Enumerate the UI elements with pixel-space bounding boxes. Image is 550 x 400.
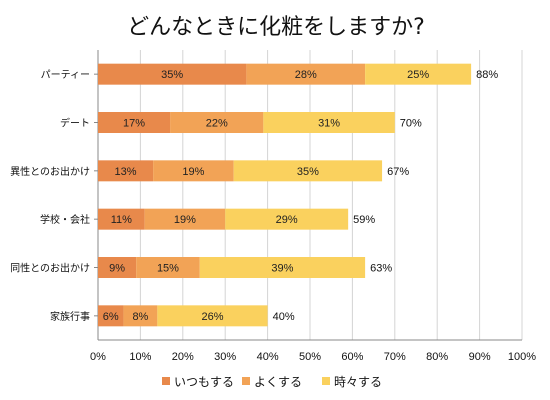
category-label-2: 異性とのお出かけ	[10, 165, 90, 178]
segment-label-4-0: 9%	[109, 263, 125, 275]
bar-segment-5-2	[157, 305, 268, 327]
segment-label-3-0: 11%	[111, 214, 132, 226]
bar-segment-3-1	[144, 208, 226, 230]
x-tick-label-70: 70%	[384, 351, 406, 363]
segment-label-4-1: 15%	[157, 263, 179, 275]
x-tick-label-100: 100%	[508, 351, 536, 363]
segment-label-1-0: 17%	[123, 118, 145, 130]
total-label-5: 40%	[273, 311, 295, 323]
bar-segment-0-1	[246, 63, 366, 85]
segment-label-1-1: 22%	[206, 118, 228, 130]
bar-segment-0-2	[365, 63, 472, 85]
segment-label-5-0: 6%	[103, 311, 119, 323]
grid	[139, 50, 523, 340]
legend: いつもする よくする 時々する	[162, 375, 382, 389]
total-label-4: 63%	[370, 263, 392, 275]
bar-segment-3-2	[225, 208, 349, 230]
bar-segment-4-2	[199, 257, 366, 278]
total-label-1: 70%	[400, 118, 422, 130]
bar-segment-2-1	[153, 160, 234, 182]
segment-label-0-0: 35%	[161, 69, 183, 81]
legend-swatch-0	[162, 377, 170, 385]
segment-label-2-1: 19%	[182, 166, 204, 178]
total-label-2: 67%	[387, 166, 409, 178]
bar-segment-1-0	[98, 112, 171, 133]
segment-label-3-2: 29%	[276, 214, 298, 226]
legend-label-2: 時々する	[334, 375, 382, 389]
x-tick-label-60: 60%	[341, 351, 363, 363]
bar-segment-0-0	[98, 63, 247, 85]
bar-segment-3-0	[98, 208, 145, 230]
legend-swatch-2	[322, 377, 330, 385]
segment-label-1-2: 31%	[318, 118, 340, 130]
bar-segment-2-2	[233, 160, 383, 182]
x-tick-label-90: 90%	[469, 351, 491, 363]
x-tick-label-20: 20%	[172, 351, 194, 363]
category-label-1: デート	[60, 117, 90, 130]
bar-segment-4-1	[136, 257, 200, 278]
bar-segment-1-2	[263, 112, 395, 133]
segment-label-3-1: 19%	[174, 214, 196, 226]
x-tick-label-80: 80%	[426, 351, 448, 363]
category-label-3: 学校・会社	[40, 213, 90, 226]
segment-label-4-2: 39%	[271, 263, 293, 275]
x-tick-label-30: 30%	[214, 351, 236, 363]
bar-segment-2-0	[98, 160, 154, 182]
chart-title: どんなときに化粧をしますか?	[127, 15, 425, 40]
category-label-4: 同性とのお出かけ	[10, 262, 90, 275]
legend-label-1: よくする	[254, 375, 302, 389]
segment-label-2-2: 35%	[297, 166, 319, 178]
segment-label-0-1: 28%	[295, 69, 317, 81]
total-label-3: 59%	[353, 214, 375, 226]
category-label-5: 家族行事	[50, 310, 90, 323]
category-label-0: パーティー	[41, 69, 90, 81]
legend-label-0: いつもする	[174, 375, 234, 389]
x-tick-label-50: 50%	[299, 351, 321, 363]
x-tick-label-0: 0%	[90, 351, 106, 363]
segment-label-2-0: 13%	[115, 166, 137, 178]
bar-segment-5-1	[123, 305, 158, 327]
segment-label-5-1: 8%	[132, 311, 148, 323]
bar-segment-4-0	[98, 257, 137, 278]
bar-segment-5-0	[98, 305, 124, 327]
bar-segment-1-1	[170, 112, 264, 133]
legend-swatch-1	[242, 377, 250, 385]
bars	[98, 63, 472, 327]
x-tick-label-10: 10%	[129, 351, 151, 363]
axes: 0% 10% 20% 30% 40% 50% 60% 70% 80% 90% 100% パーティーデー…	[10, 50, 536, 363]
segment-label-0-2: 25%	[407, 69, 429, 81]
data-labels: 35% 28% 25% 88% 17% 22% 31% 70% 13% 19% 35% 67% 11% 1…	[103, 69, 499, 323]
x-tick-label-40: 40%	[257, 351, 279, 363]
segment-label-5-2: 26%	[201, 311, 223, 323]
total-label-0: 88%	[476, 69, 498, 81]
